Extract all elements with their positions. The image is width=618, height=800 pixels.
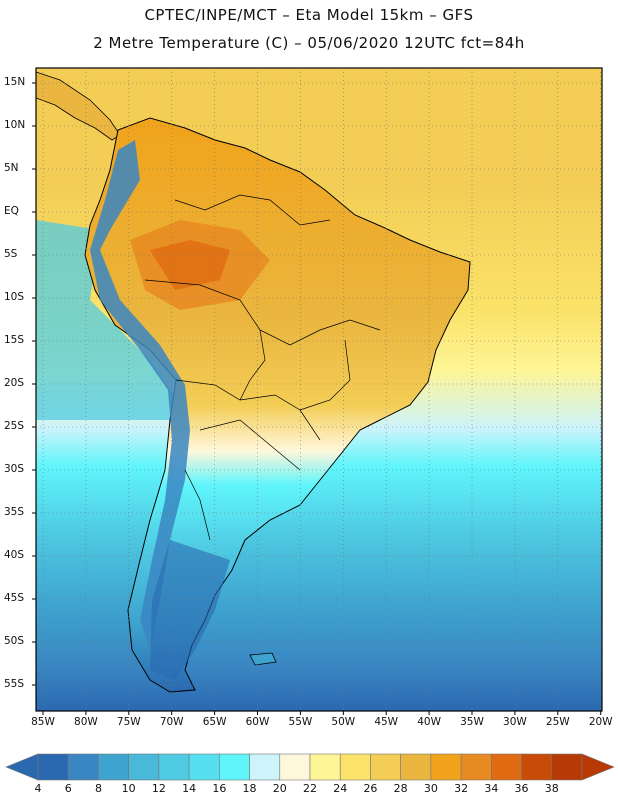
lon-label: 65W [202, 716, 227, 728]
colorbar-right-arrow [581, 753, 615, 781]
colorbar [5, 753, 615, 781]
colorbar-swatch [279, 753, 311, 781]
lon-label: 70W [159, 716, 184, 728]
colorbar-swatch [491, 753, 522, 781]
colorbar-label: 30 [423, 782, 438, 795]
lat-label: 40S [4, 549, 25, 561]
colorbar-swatch [339, 753, 371, 781]
colorbar-swatch [37, 753, 69, 781]
colorbar-swatch [521, 753, 553, 781]
colorbar-label: 14 [182, 782, 197, 795]
colorbar-label: 32 [454, 782, 469, 795]
colorbar-label: 24 [333, 782, 348, 795]
colorbar-swatch [98, 753, 129, 781]
lon-label: 85W [31, 716, 55, 728]
colorbar-swatch [460, 753, 492, 781]
lat-label: 20S [4, 377, 25, 389]
map-frame [35, 67, 603, 712]
lon-label: 55W [288, 716, 313, 728]
central-america [36, 71, 121, 141]
lat-label: 25S [4, 420, 25, 432]
lon-label: 40W [417, 716, 441, 728]
colorbar-swatch [400, 753, 432, 781]
colorbar-swatch [67, 753, 99, 781]
lat-label: 5S [4, 248, 18, 260]
colorbar-label: 20 [272, 782, 287, 795]
colorbar-swatch [370, 753, 401, 781]
lon-label: 75W [116, 716, 141, 728]
patagonia-cold-field [150, 540, 230, 680]
colorbar-swatch [158, 753, 190, 781]
lat-label: 30S [4, 463, 25, 475]
amazon-hottest-core [150, 240, 230, 290]
lat-label: 45S [4, 592, 25, 604]
colorbar-label: 4 [34, 782, 42, 795]
colorbar-swatch [551, 753, 583, 781]
andes-cold-strip [90, 140, 190, 650]
colorbar-label: 36 [514, 782, 529, 795]
map-subtitle: 2 Metre Temperature (C) – 05/06/2020 12U… [93, 34, 525, 52]
lon-label: 80W [74, 716, 98, 728]
colorbar-swatch [188, 753, 220, 781]
map-title: CPTEC/INPE/MCT – Eta Model 15km – GFS [144, 6, 474, 24]
lat-label: 50S [4, 635, 25, 647]
lon-label: 30W [503, 716, 527, 728]
colorbar-label: 12 [151, 782, 166, 795]
colorbar-swatch [430, 753, 462, 781]
lon-label: 20W [588, 716, 613, 728]
colorbar-swatch [128, 753, 160, 781]
colorbar-label: 26 [363, 782, 378, 795]
colorbar-label: 28 [393, 782, 408, 795]
lat-label: 15N [4, 76, 26, 88]
lon-label: 45W [374, 716, 399, 728]
lat-label: 55S [4, 678, 25, 690]
lat-label: 5N [4, 162, 19, 174]
colorbar-label: 34 [484, 782, 499, 795]
colorbar-label: 18 [242, 782, 257, 795]
lon-label: 25W [545, 716, 570, 728]
colorbar-label: 10 [121, 782, 136, 795]
colorbar-swatch [219, 753, 250, 781]
lon-label: 60W [245, 716, 270, 728]
lat-label: 10N [4, 119, 26, 131]
lat-label: EQ [4, 205, 19, 217]
colorbar-label: 16 [212, 782, 227, 795]
lat-label: 35S [4, 506, 25, 518]
lon-label: 35W [460, 716, 484, 728]
colorbar-left-arrow [5, 753, 39, 781]
axis-ticks [32, 82, 602, 715]
colorbar-swatch [249, 753, 281, 781]
colorbar-label: 38 [544, 782, 559, 795]
lat-label: 15S [4, 334, 25, 346]
colorbar-swatch [309, 753, 341, 781]
colorbar-label: 6 [64, 782, 72, 795]
lat-label: 10S [4, 291, 25, 303]
falkland-islands [249, 652, 277, 666]
lon-label: 50W [331, 716, 356, 728]
colorbar-label: 8 [94, 782, 102, 795]
colorbar-label: 22 [303, 782, 317, 795]
pacific-cool-field [36, 220, 190, 420]
